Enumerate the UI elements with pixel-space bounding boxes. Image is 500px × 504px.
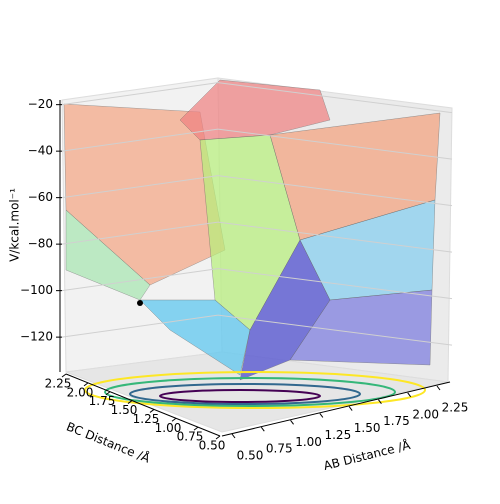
- z-tick-label: −120: [20, 330, 53, 344]
- x-tick-label: 2.00: [412, 407, 439, 421]
- y-tick-label: 1.25: [133, 412, 160, 426]
- tick-mark: [378, 399, 382, 405]
- tick-mark: [127, 400, 133, 404]
- contour: [84, 371, 426, 409]
- contour: [129, 383, 361, 405]
- y-tick-label: 2.25: [45, 377, 72, 391]
- grid-line: [217, 128, 453, 160]
- x-tick-label: 2.25: [442, 401, 469, 415]
- surface: [63, 79, 441, 381]
- x-tick-label: 1.75: [383, 414, 410, 428]
- z-tick-label: −60: [28, 190, 53, 204]
- contour: [159, 389, 321, 403]
- x-axis-label: AB Distance /Å: [322, 437, 413, 473]
- z-axis-label: V/kcal.mol⁻¹: [8, 188, 22, 262]
- grid-line: [61, 221, 219, 245]
- x-tick-label: 0.50: [237, 449, 264, 463]
- z-tick-label: −80: [28, 237, 53, 251]
- tick-mark: [231, 433, 236, 439]
- z-tick-label: −100: [20, 283, 53, 297]
- y-tick-label: 1.00: [155, 421, 182, 435]
- contours: [84, 371, 426, 409]
- tick-mark: [83, 382, 89, 387]
- z-tick-label: −20: [28, 97, 53, 111]
- tick-mark: [260, 426, 265, 432]
- x-tick-label: 1.00: [295, 435, 322, 449]
- y-axis: [65, 373, 221, 437]
- x-tick-label: 1.25: [324, 428, 351, 442]
- y-tick-label: 0.75: [177, 430, 204, 444]
- tick-mark: [149, 409, 155, 413]
- contour: [104, 377, 396, 407]
- tick-mark: [407, 392, 412, 398]
- z-tick-label: −40: [28, 144, 53, 158]
- x-tick-label: 0.75: [266, 442, 293, 456]
- surface-patch: [139, 299, 251, 376]
- grid-line: [61, 268, 219, 292]
- y-tick-label: 2.00: [67, 385, 94, 399]
- tick-mark: [348, 406, 353, 411]
- grid-line: [61, 128, 219, 152]
- tick-mark: [215, 435, 221, 440]
- grid-line: [217, 314, 453, 346]
- x-axis: [221, 381, 451, 437]
- grid-line: [61, 314, 219, 338]
- tick-mark: [171, 417, 177, 422]
- surface-patch: [63, 103, 226, 286]
- grid-line: [61, 82, 219, 106]
- tick-mark: [290, 419, 294, 425]
- grid-line: [217, 175, 453, 207]
- tick-mark: [61, 373, 67, 378]
- y-tick-label: 1.75: [89, 394, 116, 408]
- tick-mark: [193, 426, 199, 431]
- grid-line: [61, 175, 219, 199]
- y-tick-label: 1.50: [111, 403, 138, 417]
- tick-mark: [436, 385, 441, 391]
- grid-line: [217, 268, 453, 300]
- x-tick-label: 1.50: [354, 421, 381, 435]
- y-tick-label: 0.50: [199, 439, 226, 453]
- marker: [137, 300, 143, 306]
- tick-mark: [105, 391, 111, 396]
- grid-line: [217, 82, 453, 114]
- tick-mark: [319, 413, 324, 418]
- grid-line: [217, 221, 453, 253]
